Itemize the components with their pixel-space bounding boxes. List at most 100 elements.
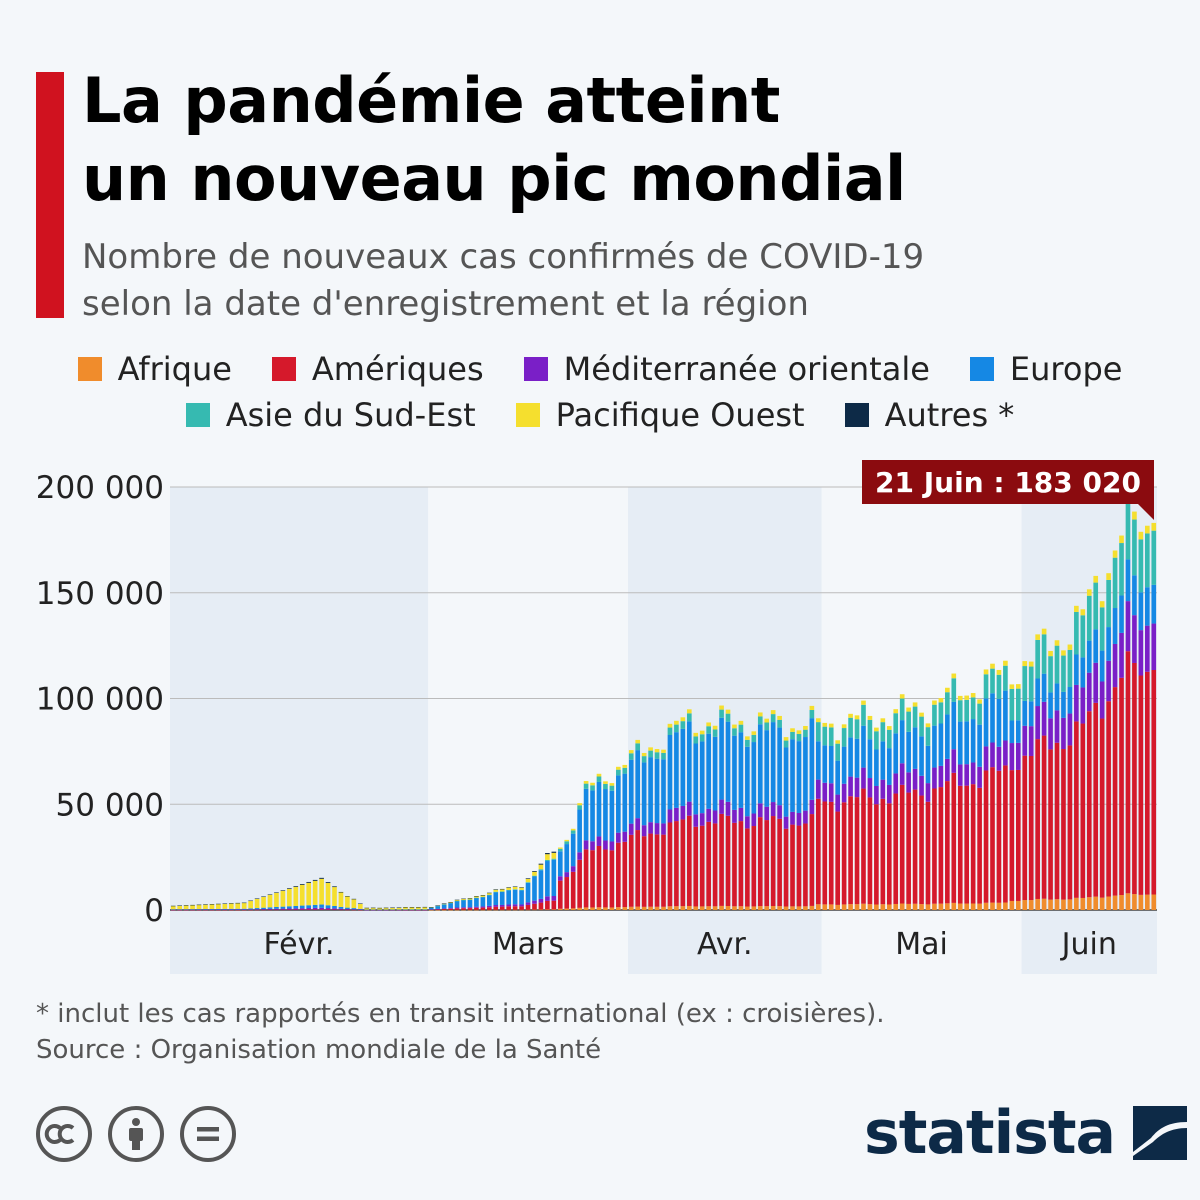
bar-segment xyxy=(248,909,253,911)
bar-segment xyxy=(203,909,208,911)
bar-segment xyxy=(1067,899,1073,910)
bar-segment xyxy=(641,762,647,826)
bar-segment xyxy=(693,906,699,910)
bar-segment xyxy=(1112,643,1118,688)
bar-segment xyxy=(1138,592,1144,631)
bar-segment xyxy=(628,750,634,754)
bar-segment xyxy=(1041,735,1047,899)
bar-segment xyxy=(886,729,892,749)
bar-segment xyxy=(616,907,621,910)
bar-segment xyxy=(403,907,408,908)
bar-segment xyxy=(357,908,363,910)
bar-segment xyxy=(848,737,853,777)
legend-label-afrique: Afrique xyxy=(117,350,232,388)
bar-segment xyxy=(519,889,524,891)
bar-segment xyxy=(519,890,524,905)
bar-segment xyxy=(596,845,602,908)
bar-segment xyxy=(945,781,950,904)
bar-segment xyxy=(648,822,653,834)
bar-segment xyxy=(1015,742,1021,770)
bar-segment xyxy=(1009,684,1015,689)
bar-segment xyxy=(487,907,492,910)
bar-segment xyxy=(1145,587,1150,626)
bar-segment xyxy=(222,909,228,911)
creative-commons-icon[interactable] xyxy=(36,1106,92,1162)
bar-segment xyxy=(1035,739,1040,899)
bar-segment xyxy=(777,805,782,819)
bar-segment xyxy=(1048,718,1053,750)
bar-segment xyxy=(841,746,847,784)
bar-segment xyxy=(725,815,731,906)
bar-segment xyxy=(241,909,247,910)
bar-segment xyxy=(493,891,499,893)
bar-segment xyxy=(1003,660,1008,666)
bar-segment xyxy=(312,879,318,881)
bar-segment xyxy=(461,898,466,900)
bar-segment xyxy=(506,890,511,905)
bar-segment xyxy=(686,721,692,802)
bar-segment xyxy=(886,803,892,905)
peak-callout: 21 Juin : 183 020 xyxy=(862,460,1154,520)
bar-segment xyxy=(648,833,653,907)
legend-label-europe: Europe xyxy=(1009,350,1123,388)
bar-segment xyxy=(1080,723,1086,898)
bar-segment xyxy=(209,909,215,911)
bar-segment xyxy=(287,888,292,889)
bar-segment xyxy=(570,908,576,910)
footnote-note: * inclut les cas rapportés en transit in… xyxy=(36,999,885,1029)
bar-segment xyxy=(680,717,686,722)
bar-segment xyxy=(409,907,415,910)
bar-segment xyxy=(919,904,924,910)
bar-segment xyxy=(1061,691,1066,718)
bar-segment xyxy=(770,816,776,907)
bar-segment xyxy=(177,909,182,911)
bar-segment xyxy=(461,908,466,910)
bar-segment xyxy=(183,905,189,906)
bar-segment xyxy=(925,745,931,784)
bar-segment xyxy=(628,834,634,907)
bar-segment xyxy=(841,904,847,910)
bar-segment xyxy=(1054,710,1060,743)
bar-segment xyxy=(932,704,937,726)
attribution-icon[interactable] xyxy=(108,1106,164,1162)
bar-segment xyxy=(183,909,189,910)
bar-segment xyxy=(1099,607,1105,651)
bar-segment xyxy=(409,909,415,910)
bar-segment xyxy=(209,904,215,909)
bar-segment xyxy=(228,903,234,909)
bar-segment xyxy=(1003,740,1008,766)
no-derivatives-icon[interactable] xyxy=(180,1106,236,1162)
bar-segment xyxy=(190,904,195,906)
bar-segment xyxy=(448,902,453,903)
bar-segment xyxy=(467,907,473,909)
bar-segment xyxy=(1125,651,1131,894)
bar-segment xyxy=(1106,701,1111,897)
statista-logo[interactable]: statista xyxy=(864,1098,1191,1168)
bar-segment xyxy=(822,726,828,746)
bar-segment xyxy=(841,802,847,905)
legend-row-1: Afrique Amériques Méditerranée orientale… xyxy=(0,346,1200,392)
bar-segment xyxy=(590,850,595,908)
bar-segment xyxy=(351,908,357,910)
bar-segment xyxy=(332,908,337,910)
bar-segment xyxy=(345,909,350,910)
bar-segment xyxy=(674,807,679,822)
bar-segment xyxy=(512,886,518,890)
bar-segment xyxy=(422,909,428,910)
bar-segment xyxy=(725,801,731,816)
bar-segment xyxy=(422,907,428,910)
bar-segment xyxy=(1022,666,1028,701)
bar-segment xyxy=(1125,559,1131,602)
bar-segment xyxy=(719,717,724,800)
bar-segment xyxy=(603,849,608,908)
bar-segment xyxy=(906,903,911,910)
bar-segment xyxy=(538,898,544,903)
bar-segment xyxy=(1074,605,1079,612)
bar-segment xyxy=(796,741,802,813)
bar-segment xyxy=(428,907,434,910)
bar-segment xyxy=(712,810,718,824)
bar-segment xyxy=(686,815,692,906)
bar-segment xyxy=(325,908,331,910)
bar-segment xyxy=(912,789,918,904)
bar-segment xyxy=(732,906,737,910)
